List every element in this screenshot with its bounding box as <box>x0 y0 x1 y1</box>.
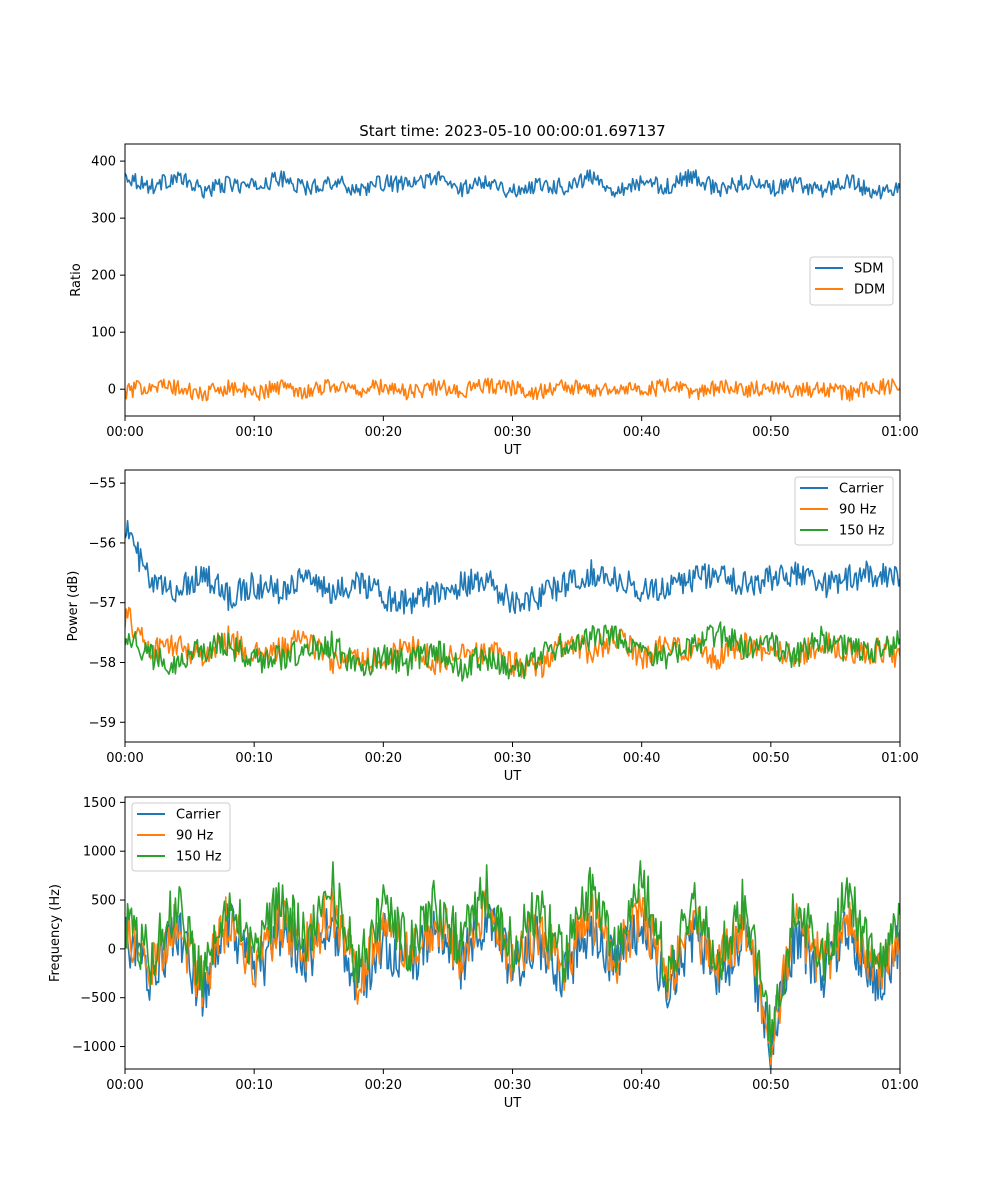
y-tick-label: −1000 <box>72 1040 116 1055</box>
legend-label-carrier: Carrier <box>839 482 884 497</box>
legend: SDM DDM <box>809 256 894 306</box>
series-line-90-hz <box>125 887 900 1065</box>
legend-label-150-hz: 150 Hz <box>839 524 885 539</box>
series-line-carrier <box>125 902 900 1069</box>
series-line-150-hz <box>125 860 900 1058</box>
legend: Carrier 90 Hz 150 Hz <box>794 476 894 546</box>
x-tick-label: 00:00 <box>106 751 143 766</box>
power-panel: 00:00 00:10 00:20 00:30 00:40 00:50 01:00 −59 −5… <box>66 469 919 784</box>
x-tick-label: 00:40 <box>623 1078 660 1093</box>
legend-label-90-hz: 90 Hz <box>839 503 876 518</box>
legend-box <box>131 802 231 872</box>
x-tick-label: 00:00 <box>106 425 143 440</box>
y-tick-label: −56 <box>89 536 116 551</box>
y-tick-label: −500 <box>80 991 116 1006</box>
x-tick-label: 00:50 <box>752 1078 789 1093</box>
series-line-sdm <box>125 169 900 200</box>
x-tick-label: 00:30 <box>494 1078 531 1093</box>
y-tick-label: 200 <box>91 269 116 284</box>
x-tick-label: 00:20 <box>365 751 402 766</box>
x-tick-label: 01:00 <box>881 1078 918 1093</box>
x-tick-label: 00:50 <box>752 751 789 766</box>
legend-label-ddm: DDM <box>854 283 885 298</box>
y-tick-label: 0 <box>108 942 116 957</box>
y-tick-label: −57 <box>89 596 116 611</box>
x-axis-label: UT <box>504 443 522 458</box>
x-tick-label: 01:00 <box>881 425 918 440</box>
x-tick-label: 00:40 <box>623 425 660 440</box>
y-tick-label: 0 <box>108 383 116 398</box>
y-tick-label: 1500 <box>83 796 116 811</box>
figure-title: Start time: 2023-05-10 00:00:01.697137 <box>359 122 665 140</box>
x-tick-label: 00:10 <box>235 425 272 440</box>
y-tick-label: 300 <box>91 212 116 227</box>
x-tick-label: 00:30 <box>494 425 531 440</box>
y-tick-label: 100 <box>91 326 116 341</box>
x-tick-label: 00:20 <box>365 1078 402 1093</box>
y-tick-label: 500 <box>91 894 116 909</box>
legend-label-90-hz: 90 Hz <box>176 829 213 844</box>
frequency-panel: 00:00 00:10 00:20 00:30 00:40 00:50 01:00 −1000… <box>48 796 919 1111</box>
y-tick-label: −55 <box>89 477 116 492</box>
legend-label-sdm: SDM <box>854 262 883 277</box>
x-tick-label: 00:10 <box>235 1078 272 1093</box>
axes-frame <box>124 469 901 743</box>
x-tick-label: 00:40 <box>623 751 660 766</box>
y-tick-label: −58 <box>89 656 116 671</box>
x-tick-label: 00:50 <box>752 425 789 440</box>
x-axis-label: UT <box>504 769 522 784</box>
x-axis-label: UT <box>504 1096 522 1111</box>
legend-box <box>794 476 894 546</box>
x-tick-label: 00:20 <box>365 425 402 440</box>
x-tick-label: 00:00 <box>106 1078 143 1093</box>
y-tick-label: −59 <box>89 716 116 731</box>
legend-label-150-hz: 150 Hz <box>176 850 222 865</box>
y-tick-label: 400 <box>91 155 116 170</box>
legend: Carrier 90 Hz 150 Hz <box>131 802 231 872</box>
y-axis-label: Frequency (Hz) <box>48 884 63 982</box>
ratio-panel: 00:00 00:10 00:20 00:30 00:40 00:50 01:00 0 100 2… <box>69 143 919 458</box>
y-axis-label: Ratio <box>69 263 84 296</box>
series-line-ddm <box>125 377 900 402</box>
x-tick-label: 01:00 <box>881 751 918 766</box>
y-axis-label: Power (dB) <box>66 571 81 642</box>
y-tick-label: 1000 <box>83 845 116 860</box>
x-tick-label: 00:30 <box>494 751 531 766</box>
legend-label-carrier: Carrier <box>176 808 221 823</box>
series-line-150-hz <box>125 621 900 682</box>
series-line-carrier <box>125 519 900 615</box>
x-tick-label: 00:10 <box>235 751 272 766</box>
